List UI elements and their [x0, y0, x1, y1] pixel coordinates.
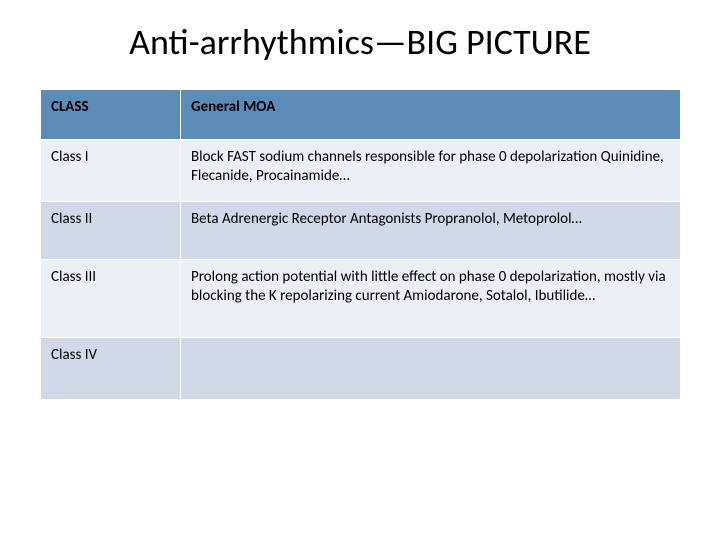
- table-row: Class III Prolong action potential with …: [41, 260, 681, 338]
- cell-moa: Beta Adrenergic Receptor Antagonists Pro…: [181, 202, 681, 260]
- cell-class: Class III: [41, 260, 181, 338]
- col-header-class: CLASS: [41, 90, 181, 140]
- table-row: Class I Block FAST sodium channels respo…: [41, 140, 681, 202]
- cell-moa: [181, 338, 681, 400]
- cell-class: Class II: [41, 202, 181, 260]
- cell-moa: Prolong action potential with little eff…: [181, 260, 681, 338]
- slide-title: Anti-arrhythmics—BIG PICTURE: [40, 20, 680, 64]
- col-header-moa: General MOA: [181, 90, 681, 140]
- cell-moa: Block FAST sodium channels responsible f…: [181, 140, 681, 202]
- cell-class: Class IV: [41, 338, 181, 400]
- cell-class: Class I: [41, 140, 181, 202]
- slide: Anti-arrhythmics—BIG PICTURE CLASS Gener…: [0, 0, 720, 540]
- table-row: Class IV: [41, 338, 681, 400]
- table-row: Class II Beta Adrenergic Receptor Antago…: [41, 202, 681, 260]
- table-header-row: CLASS General MOA: [41, 90, 681, 140]
- antiarrhythmics-table: CLASS General MOA Class I Block FAST sod…: [40, 89, 681, 400]
